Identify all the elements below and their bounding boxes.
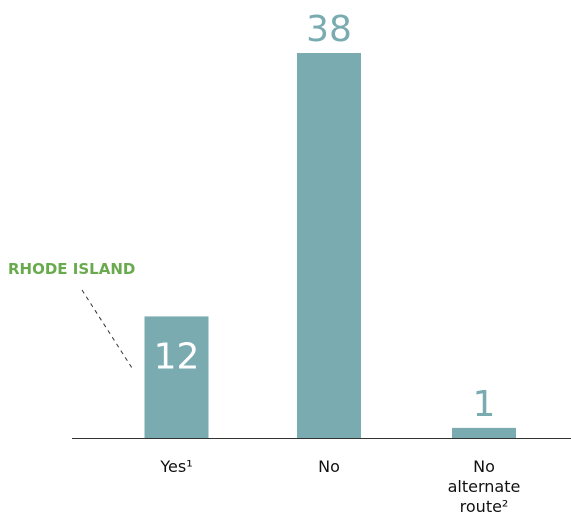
bar xyxy=(144,316,209,438)
x-tick-label: No alternate route² xyxy=(447,457,521,516)
annotation-leader xyxy=(81,289,133,369)
value-label: 12 xyxy=(154,336,200,377)
annotation: RHODE ISLAND xyxy=(8,260,135,278)
x-tick-label: Yes¹ xyxy=(160,457,193,476)
x-tick-label: No xyxy=(318,457,340,476)
value-label: 1 xyxy=(473,384,496,425)
value-label: 38 xyxy=(306,9,352,50)
bar xyxy=(297,53,361,438)
bar xyxy=(452,427,516,438)
